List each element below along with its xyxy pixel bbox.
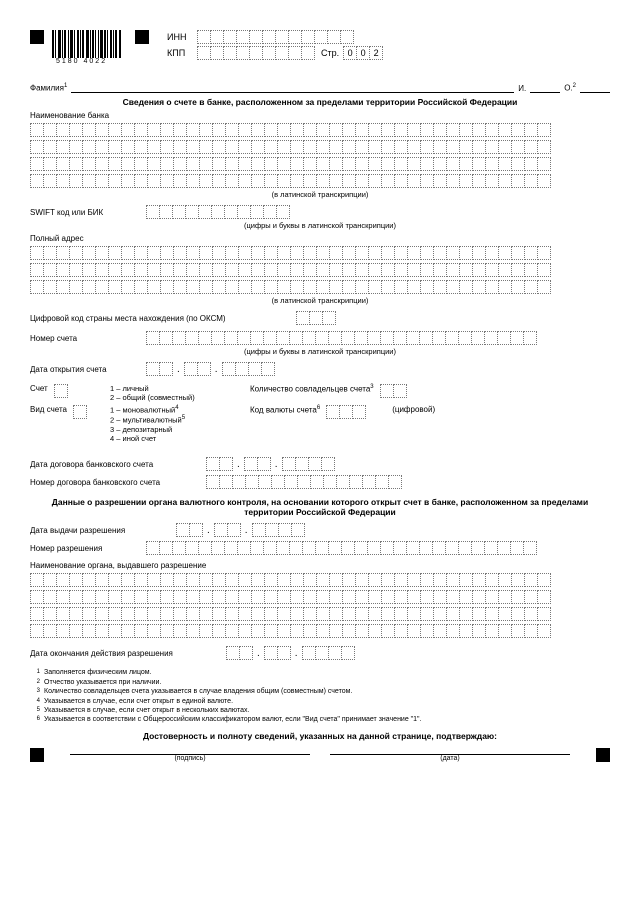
- initial-i-blank[interactable]: [530, 83, 560, 93]
- date-line[interactable]: [330, 745, 570, 755]
- initial-o-label: О.2: [564, 83, 576, 93]
- latin-note-1: (в латинской транскрипции): [30, 190, 610, 199]
- address-row3[interactable]: [30, 280, 610, 294]
- bank-name-row3[interactable]: [30, 157, 610, 171]
- authority-row1[interactable]: [30, 573, 610, 587]
- str-label: Стр.: [321, 48, 339, 58]
- initial-o-blank[interactable]: [580, 83, 610, 93]
- footnotes: 1Заполняется физическим лицом. 2Отчество…: [30, 668, 610, 725]
- acct-options: 1 – личный 2 – общий (совместный): [110, 384, 240, 403]
- signature-line[interactable]: [70, 745, 310, 755]
- end-date-cells[interactable]: . .: [226, 646, 355, 660]
- currency-note: (цифровой): [392, 405, 435, 414]
- account-no-note: (цифры и буквы в латинской транскрипции): [30, 347, 610, 356]
- acct-type-options: 1 – моновалютный4 2 – мультивалютный5 3 …: [110, 405, 240, 444]
- issue-date-label: Дата выдачи разрешения: [30, 526, 170, 535]
- country-code-cells[interactable]: [296, 311, 336, 325]
- marker-top-left: [30, 30, 44, 44]
- end-date-label: Дата окончания действия разрешения: [30, 649, 220, 658]
- account-no-label: Номер счета: [30, 334, 140, 343]
- authority-row3[interactable]: [30, 607, 610, 621]
- authority-label: Наименование органа, выдавшего разрешени…: [30, 561, 610, 570]
- bank-name-row2[interactable]: [30, 140, 610, 154]
- str-cells: 002: [343, 46, 383, 60]
- permit-no-cells[interactable]: [146, 541, 537, 555]
- surname-blank[interactable]: [71, 83, 514, 93]
- date-caption: (дата): [330, 755, 570, 762]
- permit-no-label: Номер разрешения: [30, 544, 140, 553]
- surname-label: Фамилия1: [30, 83, 67, 93]
- address-row1[interactable]: [30, 246, 610, 260]
- currency-cells[interactable]: [326, 405, 366, 419]
- country-code-label: Цифровой код страны места нахождения (по…: [30, 314, 290, 323]
- address-label: Полный адрес: [30, 234, 610, 243]
- contract-date-label: Дата договора банковского счета: [30, 460, 200, 469]
- signature-caption: (подпись): [70, 755, 310, 762]
- bank-name-row1[interactable]: [30, 123, 610, 137]
- authority-row2[interactable]: [30, 590, 610, 604]
- confirm-text: Достоверность и полноту сведений, указан…: [30, 731, 610, 741]
- authority-row4[interactable]: [30, 624, 610, 638]
- section1-title: Сведения о счете в банке, расположенном …: [30, 97, 610, 107]
- coowners-cells[interactable]: [380, 384, 407, 398]
- acct-cell[interactable]: [54, 384, 68, 398]
- account-no-cells[interactable]: [146, 331, 537, 345]
- issue-date-cells[interactable]: . .: [176, 523, 305, 537]
- currency-label: Код валюты счета6: [250, 405, 320, 415]
- contract-date-cells[interactable]: . .: [206, 457, 335, 471]
- address-row2[interactable]: [30, 263, 610, 277]
- marker-bottom-right: [596, 748, 610, 762]
- section2-title: Данные о разрешении органа валютного кон…: [30, 497, 610, 517]
- bank-name-label: Наименование банка: [30, 111, 610, 120]
- inn-cells[interactable]: [197, 30, 354, 44]
- swift-label: SWIFT код или БИК: [30, 208, 140, 217]
- swift-note: (цифры и буквы в латинской транскрипции): [30, 221, 610, 230]
- acct-type-label: Вид счета: [30, 405, 67, 414]
- marker-bottom-left: [30, 748, 44, 762]
- barcode-number: 5180 4022: [52, 58, 121, 65]
- inn-label: ИНН: [167, 32, 197, 42]
- acct-type-cell[interactable]: [73, 405, 87, 419]
- coowners-label: Количество совладельцев счета3: [250, 384, 374, 394]
- open-date-label: Дата открытия счета: [30, 365, 140, 374]
- latin-note-2: (в латинской транскрипции): [30, 296, 610, 305]
- open-date-cells[interactable]: . .: [146, 362, 275, 376]
- initial-i-label: И.: [518, 84, 526, 93]
- marker-top-mid: [135, 30, 149, 44]
- acct-label: Счет: [30, 384, 48, 393]
- barcode: 5180 4022: [52, 30, 121, 65]
- contract-no-cells[interactable]: [206, 475, 402, 489]
- kpp-cells[interactable]: [197, 46, 315, 60]
- swift-cells[interactable]: [146, 205, 290, 219]
- bank-name-row4[interactable]: [30, 174, 610, 188]
- contract-no-label: Номер договора банковского счета: [30, 478, 200, 487]
- kpp-label: КПП: [167, 48, 197, 58]
